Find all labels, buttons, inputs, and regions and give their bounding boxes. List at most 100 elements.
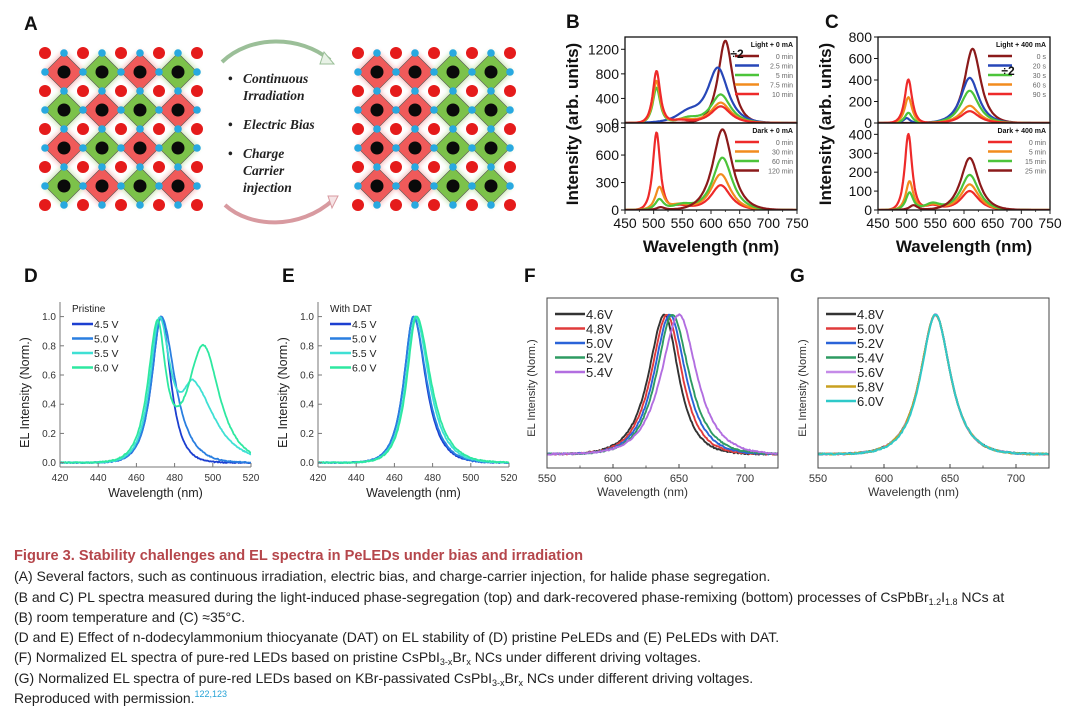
panel-label-d: D [24,266,38,287]
lead-atom [117,68,125,76]
cesium-atom [95,103,109,117]
halide-atom [466,123,478,135]
lead-atom [41,68,49,76]
legend: Light + 400 mA 0 s 20 s 30 s 60 s 90 s [988,42,1046,99]
cesium-atom [370,179,384,193]
subscript: x [518,677,524,688]
lead-atom [174,87,182,95]
y-tick-label: 200 [849,94,873,110]
subscript: 1.8 [945,596,958,607]
halide-atom [390,199,402,211]
halide-atom [428,161,440,173]
legend-label: 30 min [772,150,793,157]
lead-atom [392,68,400,76]
x-tick-label: 650 [941,473,959,485]
legend-label: 7.5 min [770,83,793,90]
lead-atom [79,144,87,152]
x-axis-label: Wavelength (nm) [366,486,461,500]
halide-atom [153,47,165,59]
x-tick-label: 600 [699,215,723,231]
legend-label: 25 min [1025,169,1046,176]
lead-atom [373,163,381,171]
subscript: 1.2 [928,596,942,607]
cesium-atom [133,103,147,117]
series-line [818,313,1049,456]
lead-atom [174,49,182,57]
y-tick-label: 400 [596,90,620,106]
x-tick-label: 500 [462,473,479,484]
cesium-atom [446,103,460,117]
y-axis-label: Intensity (arb. units) [816,43,835,205]
x-axis-label: Wavelength (nm) [868,485,959,499]
legend-label: 4.8V [586,322,613,337]
halide-atom [428,123,440,135]
segregation-factors-list: Continuous Irradiation Electric Bias Cha… [228,70,353,208]
x-tick-label: 750 [1038,215,1062,231]
lead-atom [506,68,514,76]
caption-text: (F) Normalized EL spectra of pure-red LE… [14,649,440,666]
x-axis-label: Wavelength (nm) [108,486,203,500]
y-tick-label: 800 [849,29,873,45]
mixed-halide-lattice [39,47,203,211]
legend-label: 0 s [1037,54,1047,61]
y-tick-label: 0.2 [300,429,314,440]
lead-atom [506,182,514,190]
halide-atom [115,85,127,97]
y-tick-label: 900 [596,120,620,136]
y-tick-label: 400 [849,126,873,142]
legend-label: 2.5 min [770,64,793,71]
series-line [818,313,1049,456]
series-line [547,313,778,456]
x-tick-label: 700 [1010,215,1034,231]
lead-atom [354,182,362,190]
panel-label-c: C [825,12,839,33]
lead-atom [193,106,201,114]
caption-text: Br [452,649,467,666]
lead-atom [60,49,68,57]
lead-atom [117,106,125,114]
x-tick-label: 500 [642,215,666,231]
series-group [818,313,1049,456]
lead-atom [155,182,163,190]
subplot-top: 0 200 400 600 800 Light + 400 mA 0 s 20 s 30 s 60… [849,29,1051,131]
caption-line: (F) Normalized EL spectra of pure-red LE… [14,647,1074,667]
lead-atom [193,68,201,76]
legend: Light + 0 mA 0 min 2.5 min 5 min 7.5 min 10 m… [735,42,793,99]
figure-caption: Figure 3. Stability challenges and EL sp… [14,546,1074,708]
halide-atom [504,47,516,59]
lead-atom [411,87,419,95]
y-axis-label: EL Intensity (Norm.) [797,339,809,436]
y-axis-label: EL Intensity (Norm.) [18,337,32,448]
arrow-top-icon [220,39,332,64]
halide-atom [390,123,402,135]
lead-atom [155,144,163,152]
x-tick-label: 650 [670,473,688,485]
reference-superscript[interactable]: 122,123 [194,689,228,700]
halide-atom [191,199,203,211]
lead-atom [79,182,87,190]
x-tick-label: 500 [204,473,221,484]
lead-atom [354,106,362,114]
legend-label: 5.5 V [352,348,377,360]
lead-atom [79,106,87,114]
legend-label: 6.0 V [352,363,377,375]
legend-label: 60 s [1033,83,1047,90]
lead-atom [449,163,457,171]
caption-text: (A) Several factors, such as continuous … [14,568,771,585]
y-tick-label: 0.4 [300,400,314,411]
cesium-atom [408,65,422,79]
y-axis-label: Intensity (arb. units) [563,43,582,205]
cesium-atom [133,65,147,79]
x-tick-label: 650 [728,215,752,231]
legend-label: 4.8V [857,307,884,322]
halide-atom [352,123,364,135]
lead-atom [506,144,514,152]
legend-label: 15 min [1025,159,1046,166]
lead-atom [98,201,106,209]
lead-atom [430,68,438,76]
lead-atom [373,49,381,57]
lead-atom [193,182,201,190]
caption-line: (B and C) PL spectra measured during the… [14,587,1074,607]
y-tick-label: 400 [849,72,873,88]
factor-item: Continuous Irradiation [228,70,328,104]
